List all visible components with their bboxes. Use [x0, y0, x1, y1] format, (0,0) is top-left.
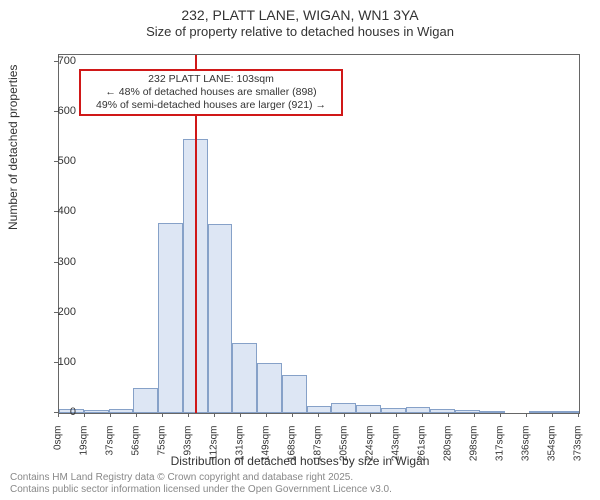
- x-tick-mark: [162, 413, 163, 417]
- y-tick-mark: [54, 312, 58, 313]
- x-tick-label: 205sqm: [339, 426, 350, 476]
- x-tick-mark: [240, 413, 241, 417]
- x-tick-mark: [292, 413, 293, 417]
- x-tick-label: 373sqm: [573, 426, 584, 476]
- x-tick-label: 93sqm: [183, 426, 194, 476]
- annotation-line3: 49% of semi-detached houses are larger (…: [85, 99, 337, 112]
- y-tick-label: 100: [58, 356, 76, 368]
- x-tick-mark: [552, 413, 553, 417]
- x-tick-mark: [344, 413, 345, 417]
- y-axis-label: Number of detached properties: [6, 65, 20, 230]
- x-tick-label: 37sqm: [105, 426, 116, 476]
- x-tick-label: 112sqm: [209, 426, 220, 476]
- y-tick-label: 200: [58, 306, 76, 318]
- histogram-bar: [381, 408, 406, 413]
- x-tick-mark: [188, 413, 189, 417]
- x-tick-label: 19sqm: [79, 426, 90, 476]
- x-tick-mark: [578, 413, 579, 417]
- y-tick-mark: [54, 161, 58, 162]
- x-tick-mark: [474, 413, 475, 417]
- y-tick-label: 0: [70, 406, 76, 418]
- x-tick-mark: [370, 413, 371, 417]
- footer-text: Contains HM Land Registry data © Crown c…: [10, 472, 392, 496]
- histogram-bar: [282, 375, 307, 413]
- x-tick-label: 354sqm: [547, 426, 558, 476]
- histogram-bar: [356, 405, 381, 413]
- x-tick-label: 0sqm: [53, 426, 64, 476]
- x-tick-label: 298sqm: [469, 426, 480, 476]
- y-tick-label: 500: [58, 155, 76, 167]
- x-tick-label: 131sqm: [235, 426, 246, 476]
- x-tick-label: 224sqm: [365, 426, 376, 476]
- x-tick-label: 75sqm: [157, 426, 168, 476]
- y-tick-mark: [54, 61, 58, 62]
- x-tick-mark: [318, 413, 319, 417]
- y-tick-label: 400: [58, 205, 76, 217]
- x-tick-mark: [266, 413, 267, 417]
- histogram-bar: [455, 410, 480, 413]
- histogram-bar: [208, 224, 233, 413]
- y-tick-mark: [54, 111, 58, 112]
- footer-line-1: Contains HM Land Registry data © Crown c…: [10, 472, 392, 484]
- histogram-bar: [307, 406, 332, 413]
- y-tick-mark: [54, 262, 58, 263]
- x-tick-mark: [422, 413, 423, 417]
- histogram-bar: [133, 388, 158, 413]
- y-tick-mark: [54, 211, 58, 212]
- annotation-line1: 232 PLATT LANE: 103sqm: [85, 73, 337, 86]
- x-axis-label: Distribution of detached houses by size …: [0, 454, 600, 468]
- footer-line-2: Contains public sector information licen…: [10, 484, 392, 496]
- plot-area: 232 PLATT LANE: 103sqm← 48% of detached …: [58, 54, 580, 414]
- y-tick-label: 600: [58, 105, 76, 117]
- x-tick-label: 317sqm: [495, 426, 506, 476]
- x-tick-mark: [526, 413, 527, 417]
- x-tick-mark: [448, 413, 449, 417]
- x-tick-label: 243sqm: [391, 426, 402, 476]
- x-tick-mark: [84, 413, 85, 417]
- y-tick-label: 700: [58, 55, 76, 67]
- x-tick-label: 280sqm: [443, 426, 454, 476]
- x-tick-mark: [500, 413, 501, 417]
- x-tick-label: 187sqm: [313, 426, 324, 476]
- annotation-box: 232 PLATT LANE: 103sqm← 48% of detached …: [79, 69, 343, 116]
- histogram-bar: [84, 410, 109, 413]
- histogram-bar: [257, 363, 282, 413]
- x-tick-label: 261sqm: [417, 426, 428, 476]
- x-tick-mark: [110, 413, 111, 417]
- histogram-bar: [109, 409, 134, 413]
- chart-title: 232, PLATT LANE, WIGAN, WN1 3YA: [0, 0, 600, 24]
- x-tick-mark: [136, 413, 137, 417]
- histogram-bar: [430, 409, 455, 413]
- histogram-bar: [331, 403, 356, 413]
- x-tick-label: 56sqm: [131, 426, 142, 476]
- histogram-bar: [232, 343, 257, 413]
- y-tick-mark: [54, 362, 58, 363]
- annotation-line2: ← 48% of detached houses are smaller (89…: [85, 86, 337, 99]
- x-tick-mark: [396, 413, 397, 417]
- y-tick-label: 300: [58, 256, 76, 268]
- histogram-bar: [158, 223, 183, 413]
- x-tick-label: 168sqm: [287, 426, 298, 476]
- histogram-bar: [406, 407, 431, 413]
- x-tick-label: 149sqm: [261, 426, 272, 476]
- x-tick-mark: [214, 413, 215, 417]
- x-tick-label: 336sqm: [521, 426, 532, 476]
- histogram-bar: [529, 411, 554, 413]
- x-tick-mark: [58, 413, 59, 417]
- histogram-bar: [554, 411, 579, 413]
- chart-subtitle: Size of property relative to detached ho…: [0, 24, 600, 39]
